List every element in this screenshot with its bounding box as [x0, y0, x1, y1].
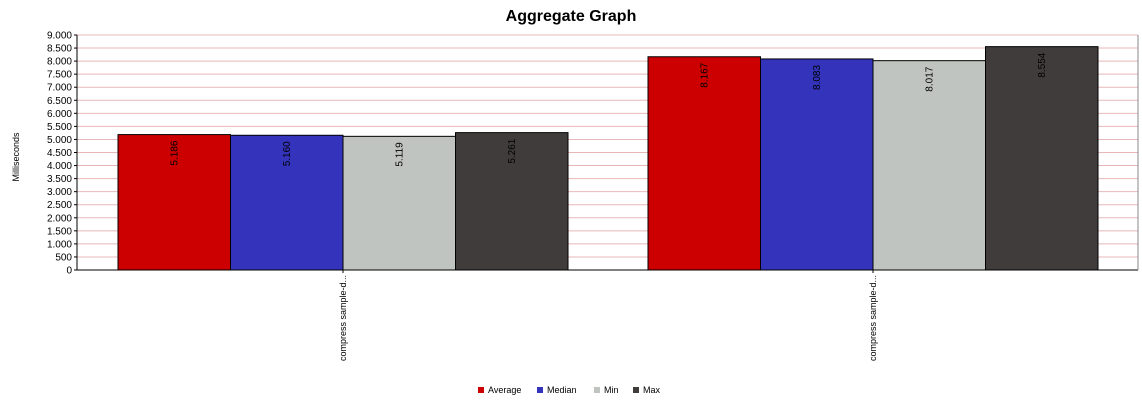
y-tick-label: 5.500 — [47, 122, 72, 133]
y-tick-label: 7.500 — [47, 70, 72, 81]
y-tick-label: 4.500 — [47, 148, 72, 159]
y-tick-label: 500 — [55, 252, 72, 263]
bar-average-2 — [647, 56, 761, 271]
y-tick-label: 5.000 — [47, 135, 72, 146]
legend-label-max: Max — [643, 385, 661, 395]
y-tick-label: 6.000 — [47, 109, 72, 120]
legend-label-average: Average — [488, 385, 521, 395]
y-axis-label: Milliseconds — [11, 132, 21, 182]
y-tick-label: 3.500 — [47, 174, 72, 185]
category-label: compress sample-d... — [338, 275, 348, 361]
y-tick-label: 8.000 — [47, 57, 72, 68]
y-tick-label: 3.000 — [47, 187, 72, 198]
bar-median-1 — [230, 134, 344, 271]
bar-value-label: 8.017 — [925, 66, 936, 91]
legend: Average Median Min Max — [478, 385, 661, 395]
legend-label-median: Median — [547, 385, 577, 395]
y-tick-label: 9.000 — [47, 31, 72, 42]
bar-value-label: 5.160 — [282, 141, 293, 166]
chart-title: Aggregate Graph — [506, 8, 637, 25]
y-tick-label: 0 — [66, 266, 72, 277]
legend-swatch-median — [537, 387, 543, 393]
bar-value-label: 5.119 — [395, 142, 406, 167]
bar-value-label: 5.261 — [507, 138, 518, 163]
bar-median-2 — [760, 58, 874, 271]
legend-swatch-min — [594, 387, 600, 393]
y-tick-label: 4.000 — [47, 161, 72, 172]
bar-max-2 — [985, 46, 1099, 271]
bars: 5.186 8.167 5.160 8.083 5.119 8.017 5.261 8.554 — [117, 46, 1099, 271]
y-tick-label: 8.500 — [47, 44, 72, 55]
legend-swatch-max — [633, 387, 639, 393]
y-tick-label: 1.000 — [47, 239, 72, 250]
y-tick-label: 1.500 — [47, 226, 72, 237]
bar-min-2 — [872, 60, 986, 271]
bar-min-1 — [342, 135, 456, 271]
bar-max-1 — [455, 132, 569, 271]
category-label: compress sample-d... — [868, 275, 878, 361]
y-tick-label: 2.000 — [47, 213, 72, 224]
bar-value-label: 8.167 — [700, 62, 711, 87]
y-tick-label: 7.000 — [47, 83, 72, 94]
legend-swatch-average — [478, 387, 484, 393]
y-tick-label: 6.500 — [47, 96, 72, 107]
bar-value-label: 8.083 — [812, 65, 823, 90]
legend-label-min: Min — [604, 385, 619, 395]
y-tick-label: 2.500 — [47, 200, 72, 211]
bar-value-label: 5.186 — [170, 140, 181, 165]
bar-value-label: 8.554 — [1037, 52, 1048, 77]
category-labels: compress sample-d... compress sample-d... — [338, 270, 878, 361]
y-axis-ticks: 0 500 1.000 1.500 2.000 2.500 3.000 3.500 4.000 4… — [47, 31, 77, 277]
